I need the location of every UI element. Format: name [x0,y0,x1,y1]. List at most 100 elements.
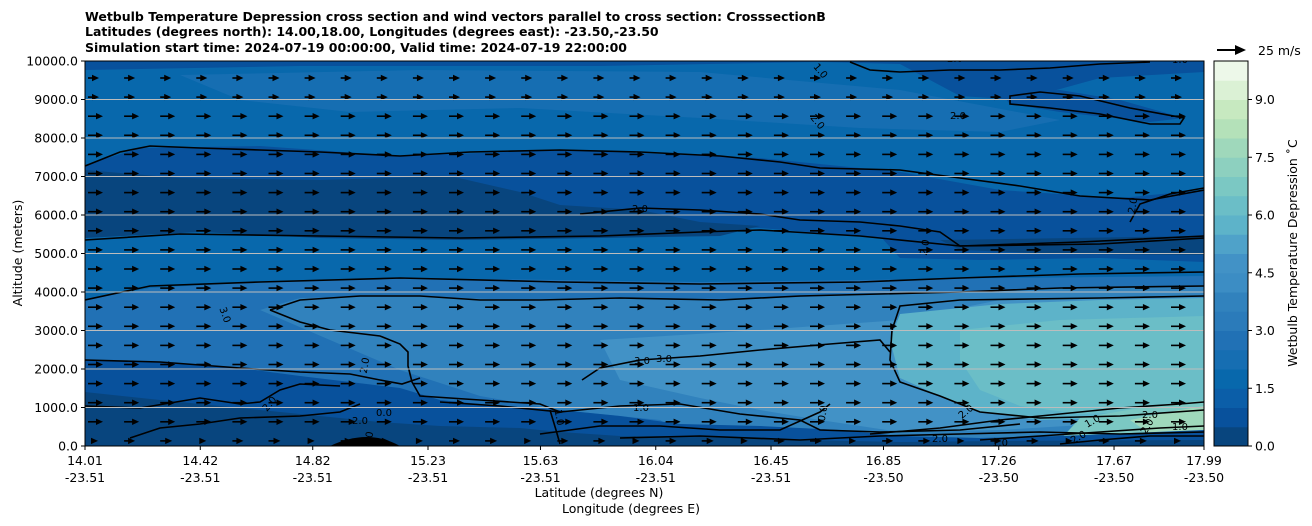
wind-vector [954,265,970,273]
wind-vector [665,380,681,387]
wind-vector [810,399,825,406]
wind-vector [341,457,352,463]
colorbar-segment [1214,272,1248,293]
x-tick-label-lat: 16.04 [638,453,674,468]
wind-vector [232,246,248,254]
contour-lines [85,61,1204,445]
wind-vector [304,246,320,254]
wind-vector [629,151,645,158]
wind-vector [1026,342,1042,349]
wind-vector [737,323,753,330]
contour-line [269,309,561,413]
colorbar-segment [1214,157,1248,177]
wind-vector [124,304,140,311]
wind-vector [990,304,1006,311]
wind-vector [1027,476,1039,482]
wind-vector [521,93,533,101]
wind-vector [665,265,681,273]
wind-vector [1134,132,1150,139]
wind-vector [557,380,573,387]
wind-vector [882,132,898,139]
contour-line [549,409,561,445]
wind-vector [449,342,464,349]
wind-vector [232,437,244,445]
wind-vector [810,457,822,463]
wind-vector [412,74,424,82]
wind-vector [1171,170,1186,177]
wind-vector [1062,93,1074,101]
x-tick-label-lon: -23.51 [408,470,448,485]
wind-vector [196,284,212,292]
wind-vector [990,151,1006,158]
colorbar-segment [1214,388,1248,408]
wind-vector [124,342,140,349]
wind-vector [124,189,140,196]
wind-vector [268,304,284,311]
wind-vector [665,418,681,425]
wind-vector [665,342,681,349]
wind-vector [849,476,856,482]
wind-vector [557,151,573,158]
wind-vector [1171,284,1186,292]
wind-vector [629,246,645,254]
contour-label: 2.0 [632,204,648,215]
x-tick-label-lat: 14.82 [295,453,331,468]
contour-label: 2.0 [932,434,948,445]
wind-vector [737,208,753,215]
wind-vector [557,246,573,254]
wind-vector [124,113,140,120]
wind-vector [1134,323,1150,330]
wind-vector [160,323,176,330]
wind-vector [485,437,498,445]
wind-key-arrow-head [1235,45,1246,55]
wind-vector [701,265,717,273]
wind-vector [665,437,677,445]
colorbar-segment [1214,80,1248,100]
wind-vector [1062,323,1078,330]
wind-vector [593,399,609,406]
x-tick-label-lat: 15.63 [523,453,559,468]
wind-vector [449,74,460,82]
wind-vector [88,93,99,101]
wind-vector [954,113,970,120]
wind-vector [665,74,677,82]
wind-vector [701,93,713,101]
wind-vector [773,170,789,177]
wind-vector [88,74,99,82]
wind-vector [1134,189,1150,196]
wind-vector [1065,437,1073,445]
wind-vector [232,342,248,349]
wind-vector [557,170,573,177]
wind-vector [954,189,970,196]
wind-vector [557,189,573,196]
wind-vector [268,284,284,292]
wind-vector [485,323,501,330]
wind-vector [737,113,753,120]
wind-vector [1098,151,1114,158]
wind-vector [918,208,934,215]
wind-vector [701,74,713,82]
wind-vector [593,323,609,330]
wind-vector [304,208,320,215]
wind-vector [340,399,356,406]
wind-vector [846,304,862,311]
wind-vector [593,265,609,273]
wind-vector [1098,265,1114,273]
wind-vector [449,246,464,254]
wind-vector [304,284,320,292]
contour-label: 2.0 [919,239,933,257]
wind-vector [1026,323,1042,330]
wind-vector [412,246,428,254]
colorbar-tick-label: 9.0 [1255,92,1275,107]
wind-vector [88,151,103,158]
wind-vector [485,284,501,292]
wind-vector [990,113,1006,120]
wind-vector [376,170,392,177]
wind-vector [882,113,898,120]
wind-vector [810,284,825,292]
wind-vector [846,189,862,196]
wind-vector [304,304,320,311]
wind-vector [1062,304,1078,311]
wind-vector [629,93,641,101]
wind-vector [1026,113,1042,120]
